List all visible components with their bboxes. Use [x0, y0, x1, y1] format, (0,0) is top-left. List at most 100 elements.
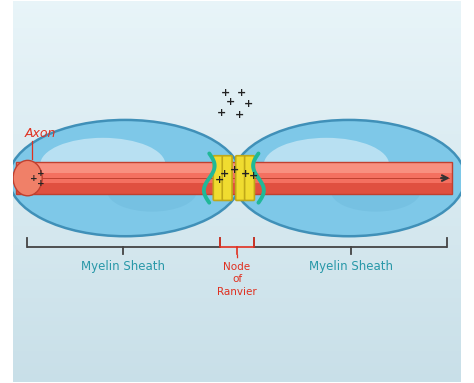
Bar: [13, 119, 461, 123]
Text: +: +: [37, 179, 45, 188]
Text: +: +: [235, 110, 244, 121]
FancyBboxPatch shape: [245, 156, 255, 200]
Text: +: +: [217, 108, 226, 118]
Bar: [13, 355, 461, 359]
Text: Myelin Sheath: Myelin Sheath: [82, 260, 165, 273]
Ellipse shape: [40, 138, 165, 192]
Bar: [13, 340, 461, 344]
Bar: [13, 367, 461, 370]
Bar: [13, 55, 461, 59]
Bar: [13, 28, 461, 32]
Ellipse shape: [233, 120, 465, 236]
Text: +: +: [226, 97, 235, 107]
Bar: [13, 344, 461, 347]
FancyBboxPatch shape: [213, 156, 223, 200]
Bar: [13, 93, 461, 97]
FancyBboxPatch shape: [222, 156, 232, 200]
Bar: [13, 39, 461, 43]
Ellipse shape: [264, 138, 389, 192]
Bar: [13, 290, 461, 294]
Bar: [13, 233, 461, 237]
Bar: [13, 74, 461, 77]
Bar: [13, 138, 461, 142]
Bar: [13, 81, 461, 85]
Bar: [13, 214, 461, 218]
Text: +: +: [230, 165, 239, 175]
Bar: [13, 237, 461, 241]
Bar: [13, 286, 461, 290]
Bar: [16, 162, 452, 194]
Bar: [13, 207, 461, 211]
Bar: [13, 336, 461, 340]
Bar: [13, 104, 461, 108]
Bar: [13, 332, 461, 336]
Bar: [13, 2, 461, 5]
Text: +: +: [37, 169, 45, 178]
Bar: [13, 324, 461, 328]
Ellipse shape: [107, 171, 197, 212]
Bar: [13, 241, 461, 245]
Bar: [13, 112, 461, 115]
Bar: [13, 203, 461, 207]
Bar: [13, 180, 461, 184]
Bar: [13, 309, 461, 313]
Bar: [13, 123, 461, 127]
Bar: [13, 306, 461, 309]
Bar: [13, 59, 461, 62]
Bar: [13, 279, 461, 283]
Bar: [13, 157, 461, 161]
Bar: [13, 36, 461, 39]
Bar: [13, 5, 461, 9]
Bar: [13, 134, 461, 138]
Text: +: +: [249, 171, 259, 181]
Bar: [13, 252, 461, 256]
Bar: [13, 317, 461, 321]
Bar: [13, 47, 461, 51]
Bar: [13, 85, 461, 89]
Bar: [13, 222, 461, 226]
Ellipse shape: [9, 120, 241, 236]
Bar: [13, 161, 461, 165]
Bar: [13, 229, 461, 233]
Text: +: +: [221, 88, 230, 98]
Bar: [13, 321, 461, 324]
Bar: [13, 51, 461, 55]
Bar: [13, 351, 461, 355]
Bar: [13, 16, 461, 20]
Text: +: +: [214, 175, 224, 185]
Bar: [13, 127, 461, 131]
Text: +: +: [244, 99, 253, 109]
Bar: [13, 218, 461, 222]
Bar: [16, 162, 452, 173]
Text: +: +: [220, 169, 229, 178]
Bar: [13, 154, 461, 157]
Bar: [13, 184, 461, 188]
Bar: [13, 249, 461, 252]
Bar: [13, 131, 461, 134]
Bar: [13, 77, 461, 81]
Bar: [13, 363, 461, 367]
Bar: [13, 245, 461, 249]
Bar: [13, 43, 461, 47]
Bar: [13, 370, 461, 374]
Bar: [13, 275, 461, 279]
Ellipse shape: [331, 171, 420, 212]
Bar: [13, 359, 461, 363]
Bar: [13, 89, 461, 93]
Bar: [13, 195, 461, 199]
Text: +: +: [240, 169, 250, 178]
Bar: [13, 13, 461, 16]
Bar: [13, 66, 461, 70]
Bar: [13, 192, 461, 195]
Bar: [13, 146, 461, 150]
Text: Node
of
Ranvier: Node of Ranvier: [217, 262, 257, 296]
Bar: [13, 226, 461, 229]
Bar: [13, 374, 461, 378]
Bar: [13, 268, 461, 271]
Bar: [13, 188, 461, 192]
Bar: [13, 271, 461, 275]
Bar: [13, 378, 461, 381]
Text: +: +: [237, 88, 246, 98]
Bar: [13, 172, 461, 176]
Bar: [13, 260, 461, 264]
